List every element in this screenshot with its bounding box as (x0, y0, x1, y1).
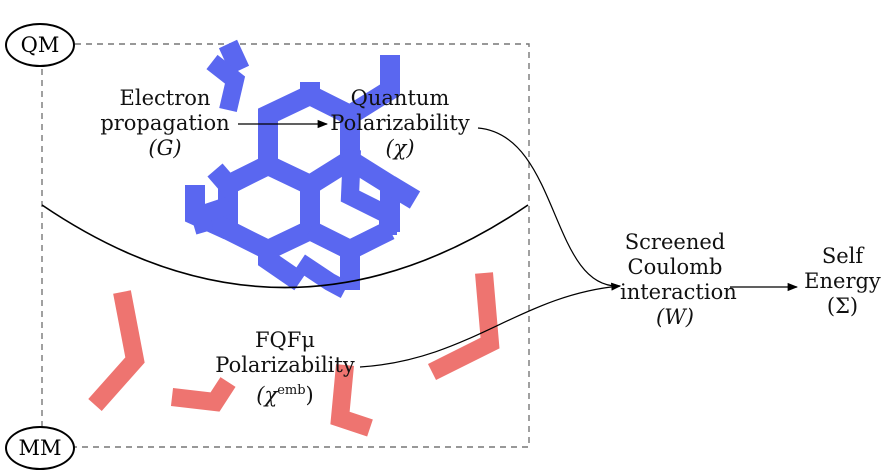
screened-line1: Screened (620, 230, 730, 255)
self-line1: Self (800, 244, 885, 269)
fqfmu-sup: emb (277, 383, 305, 398)
quantum-line3: (χ) (320, 136, 480, 161)
screened-coulomb-label: Screened Coulomb interaction (W) (620, 230, 730, 330)
electron-line1: Electron (100, 86, 230, 111)
fqfmu-line1: FQFμ (205, 328, 365, 353)
self-line3: (Σ) (800, 294, 885, 319)
quantum-line2: Polarizability (320, 111, 480, 136)
fqfmu-polarizability-label: FQFμ Polarizability (χemb) (205, 328, 365, 408)
electron-line2: propagation (100, 111, 230, 136)
mm-region-badge: MM (5, 426, 75, 470)
self-energy-label: Self Energy (Σ) (800, 244, 885, 319)
electron-propagation-label: Electron propagation (G) (100, 86, 230, 161)
fqfmu-chi: (χ (256, 383, 277, 407)
fqfmu-close: ) (306, 383, 314, 407)
fqfmu-line2: Polarizability (205, 353, 365, 378)
fqfmu-line3: (χemb) (205, 378, 365, 408)
screened-line2: Coulomb (620, 255, 730, 280)
electron-line3: (G) (100, 136, 230, 161)
qm-region-badge: QM (5, 23, 75, 67)
arrow-chi-to-w (478, 128, 620, 286)
quantum-polarizability-label: Quantum Polarizability (χ) (320, 86, 480, 161)
screened-line4: (W) (620, 305, 730, 330)
self-line2: Energy (800, 269, 885, 294)
quantum-line1: Quantum (320, 86, 480, 111)
screened-line3: interaction (620, 280, 730, 305)
